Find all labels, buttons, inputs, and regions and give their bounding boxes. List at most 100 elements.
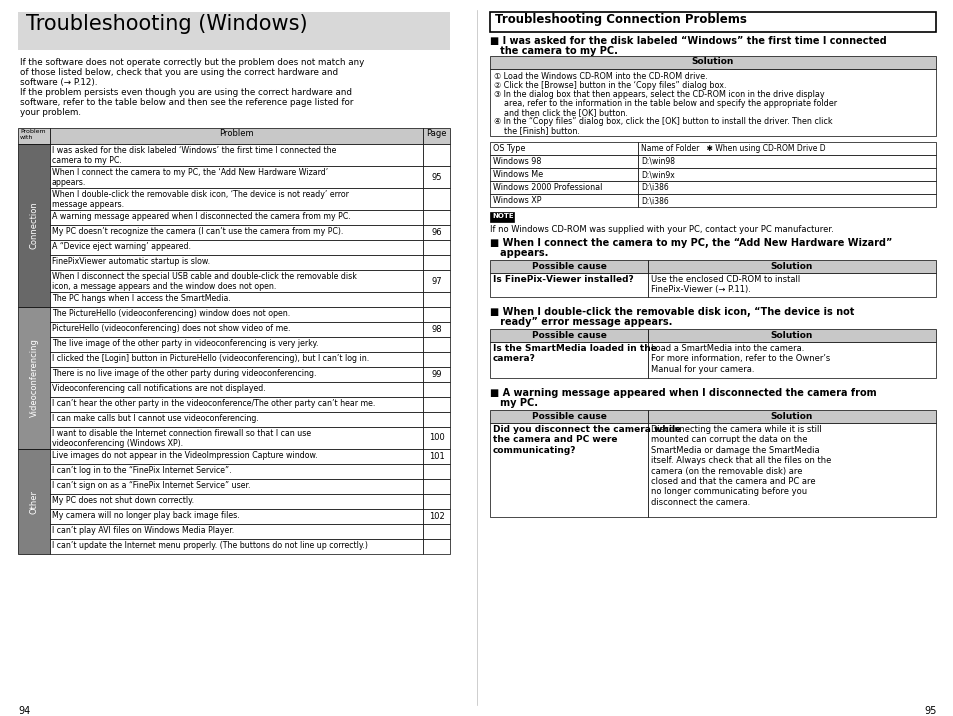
Bar [18, 307, 50, 449]
Bar [422, 539, 450, 554]
Bar [50, 307, 422, 322]
Text: Solution: Solution [770, 262, 812, 271]
Text: The PC hangs when I access the SmartMedia.: The PC hangs when I access the SmartMedi… [52, 294, 231, 303]
Text: 99: 99 [431, 370, 441, 379]
Bar [50, 479, 422, 494]
Bar [50, 524, 422, 539]
Bar [50, 352, 422, 367]
Bar [490, 342, 647, 378]
Text: your problem.: your problem. [20, 108, 81, 117]
Text: Load a SmartMedia into the camera.
For more information, refer to the Owner’s
Ma: Load a SmartMedia into the camera. For m… [650, 344, 829, 374]
Text: I can’t update the Internet menu properly. (The buttons do not line up correctly: I can’t update the Internet menu properl… [52, 541, 368, 550]
Text: If no Windows CD-ROM was supplied with your PC, contact your PC manufacturer.: If no Windows CD-ROM was supplied with y… [490, 225, 833, 234]
Bar [422, 240, 450, 255]
Bar [50, 494, 422, 509]
Bar [638, 168, 935, 181]
Text: ■ I was asked for the disk labeled “Windows” the first time I connected: ■ I was asked for the disk labeled “Wind… [490, 36, 886, 46]
Text: D:\i386: D:\i386 [640, 196, 668, 205]
Text: Possible cause: Possible cause [531, 331, 606, 340]
Bar [490, 423, 647, 517]
Bar [490, 212, 514, 222]
Text: ■ When I double-click the removable disk icon, “The device is not: ■ When I double-click the removable disk… [490, 307, 854, 317]
Bar [647, 423, 935, 517]
Text: 94: 94 [18, 706, 30, 716]
Text: ③ In the dialog box that then appears, select the CD-ROM icon in the drive displ: ③ In the dialog box that then appears, s… [494, 90, 823, 99]
Text: Name of Folder   ✱ When using CD-ROM Drive D: Name of Folder ✱ When using CD-ROM Drive… [640, 144, 824, 153]
Text: Disconnecting the camera while it is still
mounted can corrupt the data on the
S: Disconnecting the camera while it is sti… [650, 425, 830, 507]
Text: Use the enclosed CD-ROM to install
FinePix­Viewer (→ P.11).: Use the enclosed CD-ROM to install FineP… [650, 275, 800, 294]
Text: software (→ P.12).: software (→ P.12). [20, 78, 97, 87]
Text: Problem
with: Problem with [20, 129, 46, 140]
Text: Troubleshooting Connection Problems: Troubleshooting Connection Problems [495, 13, 746, 26]
Text: If the problem persists even though you are using the correct hardware and: If the problem persists even though you … [20, 88, 352, 97]
Bar [422, 270, 450, 292]
Text: PictureHello (videoconferencing) does not show video of me.: PictureHello (videoconferencing) does no… [52, 324, 291, 333]
Text: ■ A warning message appeared when I disconnected the camera from: ■ A warning message appeared when I disc… [490, 388, 876, 398]
Bar [50, 225, 422, 240]
Bar [50, 292, 422, 307]
Bar [422, 188, 450, 210]
Text: D:\i386: D:\i386 [640, 183, 668, 192]
Bar [638, 142, 935, 155]
Text: I want to disable the Internet connection firewall so that I can use
videoconfer: I want to disable the Internet connectio… [52, 429, 311, 448]
Text: If the software does not operate correctly but the problem does not match any: If the software does not operate correct… [20, 58, 364, 67]
Text: FinePixViewer automatic startup is slow.: FinePixViewer automatic startup is slow. [52, 257, 210, 266]
Bar [422, 367, 450, 382]
Text: Page: Page [426, 128, 446, 137]
Text: My PC doesn’t recognize the camera (I can’t use the camera from my PC).: My PC doesn’t recognize the camera (I ca… [52, 227, 343, 236]
Bar [50, 412, 422, 427]
Text: OS Type: OS Type [493, 144, 525, 153]
Bar [422, 464, 450, 479]
Text: 97: 97 [431, 276, 441, 286]
Bar [18, 144, 50, 307]
Bar [638, 181, 935, 194]
Bar [490, 181, 638, 194]
Text: Windows Me: Windows Me [493, 170, 542, 179]
Bar [647, 342, 935, 378]
Bar [638, 155, 935, 168]
Text: D:\win9x: D:\win9x [640, 170, 674, 179]
Text: Solution: Solution [691, 57, 734, 66]
Text: Videoconferencing: Videoconferencing [30, 339, 38, 417]
Bar [50, 509, 422, 524]
Bar [490, 155, 638, 168]
Bar [422, 479, 450, 494]
Bar [50, 322, 422, 337]
Text: Problem: Problem [219, 128, 253, 137]
Bar [50, 382, 422, 397]
Bar [18, 128, 50, 144]
Bar [490, 12, 935, 32]
Text: Windows XP: Windows XP [493, 196, 541, 205]
Text: 101: 101 [428, 452, 444, 461]
Bar [422, 144, 450, 166]
Text: NOTE: NOTE [492, 213, 513, 219]
Bar [422, 397, 450, 412]
Bar [422, 509, 450, 524]
Text: ■ When I connect the camera to my PC, the “Add New Hardware Wizard”: ■ When I connect the camera to my PC, th… [490, 238, 891, 248]
Bar [422, 427, 450, 449]
Bar [50, 144, 422, 166]
Bar [638, 194, 935, 207]
Text: Connection: Connection [30, 202, 38, 249]
Text: area, refer to the information in the table below and specify the appropriate fo: area, refer to the information in the ta… [494, 99, 836, 108]
Text: Other: Other [30, 490, 38, 513]
Text: I can’t sign on as a “FinePix Internet Service” user.: I can’t sign on as a “FinePix Internet S… [52, 481, 251, 490]
Bar [18, 449, 50, 554]
Text: ① Load the Windows CD-ROM into the CD-ROM drive.: ① Load the Windows CD-ROM into the CD-RO… [494, 72, 707, 81]
Text: the [Finish] button.: the [Finish] button. [494, 126, 579, 135]
Bar [50, 337, 422, 352]
Text: When I double-click the removable disk icon, ‘The device is not ready’ error
mes: When I double-click the removable disk i… [52, 190, 349, 209]
Text: I can’t log in to the “FinePix Internet Service”.: I can’t log in to the “FinePix Internet … [52, 466, 232, 475]
Bar [18, 12, 450, 50]
Bar [50, 188, 422, 210]
Text: ② Click the [Browse] button in the ‘Copy files” dialog box.: ② Click the [Browse] button in the ‘Copy… [494, 81, 726, 90]
Text: When I disconnect the special USB cable and double-click the removable disk
icon: When I disconnect the special USB cable … [52, 272, 356, 291]
Bar [50, 539, 422, 554]
Bar [422, 412, 450, 427]
Bar [490, 329, 647, 342]
Text: Videoconferencing call notifications are not displayed.: Videoconferencing call notifications are… [52, 384, 266, 393]
Bar [422, 449, 450, 464]
Text: my PC.: my PC. [490, 398, 537, 408]
Text: Live images do not appear in the VideoImpression Capture window.: Live images do not appear in the VideoIm… [52, 451, 317, 460]
Text: Is the SmartMedia loaded in the
camera?: Is the SmartMedia loaded in the camera? [493, 344, 657, 364]
